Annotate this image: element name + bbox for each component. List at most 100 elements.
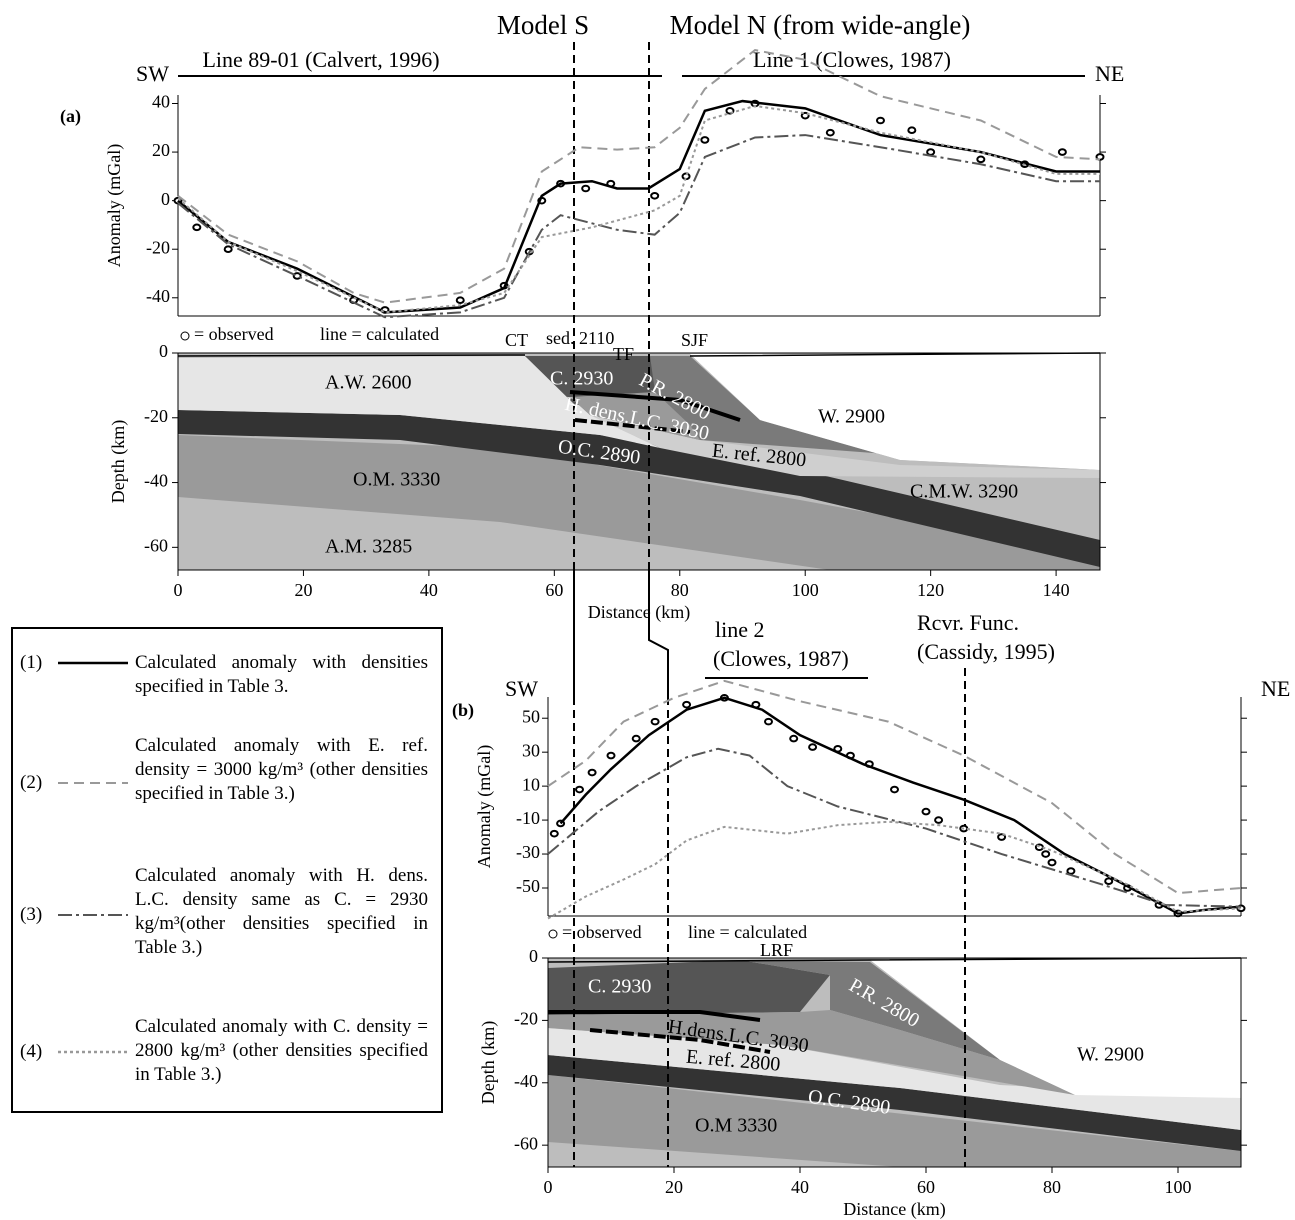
panel-label: (a) bbox=[60, 106, 81, 127]
model-n-label: Model N (from wide-angle) bbox=[670, 10, 971, 40]
y-axis-label: Anomaly (mGal) bbox=[474, 745, 495, 868]
x-tick-label: 60 bbox=[917, 1177, 935, 1197]
data-point bbox=[890, 785, 899, 794]
legend-marker bbox=[180, 331, 190, 341]
x-tick-label: 40 bbox=[791, 1177, 809, 1197]
x-tick-label: 120 bbox=[917, 580, 944, 600]
y-tick-label: 0 bbox=[529, 946, 538, 966]
legend-marker bbox=[548, 929, 558, 939]
legend-text: Calculated anomaly with densities specif… bbox=[135, 652, 428, 697]
layer-label: A.W. 2600 bbox=[325, 372, 411, 394]
series-line bbox=[177, 134, 1100, 319]
y-tick-label: -20 bbox=[144, 406, 168, 426]
y-tick-label: -30 bbox=[516, 842, 540, 862]
direction-label: SW bbox=[136, 61, 169, 86]
line-label: (Clowes, 1987) bbox=[713, 646, 849, 671]
legend-text: Calculated anomaly with H. dens. L.C. de… bbox=[135, 865, 428, 958]
model-lines bbox=[178, 42, 1085, 1167]
data-point bbox=[581, 184, 591, 193]
y-tick-label: -40 bbox=[146, 286, 170, 306]
y-tick-label: 20 bbox=[152, 140, 170, 160]
direction-label: NE bbox=[1095, 61, 1124, 86]
data-point bbox=[223, 245, 233, 254]
legend-label: = observed bbox=[562, 922, 642, 942]
legend-label: line = calculated bbox=[320, 324, 439, 344]
y-tick-label: -40 bbox=[144, 471, 168, 491]
data-point bbox=[549, 829, 559, 838]
data-point bbox=[682, 700, 692, 709]
model-s-label: Model S bbox=[497, 10, 589, 40]
y-tick-label: -50 bbox=[516, 876, 540, 896]
y-tick-label: -10 bbox=[516, 808, 540, 828]
fault-label: TF bbox=[613, 344, 634, 364]
direction-label: NE bbox=[1261, 676, 1290, 701]
data-point bbox=[700, 136, 710, 144]
data-point bbox=[192, 223, 202, 232]
layer-label: A.M. 3285 bbox=[325, 536, 412, 558]
line-label: Line 1 (Clowes, 1987) bbox=[753, 47, 951, 72]
y-tick-label: -60 bbox=[144, 535, 168, 555]
data-point bbox=[1041, 850, 1051, 858]
series-line bbox=[547, 820, 1242, 920]
section-b-layers bbox=[547, 957, 1242, 1168]
data-point bbox=[789, 734, 799, 743]
layer-label: W. 2900 bbox=[818, 406, 885, 428]
data-point bbox=[1057, 148, 1067, 156]
y-tick-label: 30 bbox=[522, 740, 540, 760]
layer-label: O.M. 3330 bbox=[353, 469, 440, 491]
data-point bbox=[934, 816, 944, 824]
legend-number: (2) bbox=[20, 772, 43, 793]
data-point bbox=[1047, 858, 1057, 867]
y-tick-label: 10 bbox=[522, 774, 540, 794]
data-point bbox=[764, 717, 773, 726]
y-tick-label: 0 bbox=[161, 189, 170, 209]
x-tick-label: 20 bbox=[294, 580, 312, 600]
series-line bbox=[177, 99, 1100, 314]
line-label: Line 89-01 (Calvert, 1996) bbox=[202, 47, 439, 72]
series-line bbox=[177, 49, 1101, 304]
x-tick-label: 0 bbox=[544, 1177, 553, 1197]
fault-label: SJF bbox=[681, 330, 708, 350]
data-point bbox=[926, 148, 936, 156]
layer-label: O.M 3330 bbox=[695, 1115, 777, 1137]
y-axis-label: Depth (km) bbox=[478, 1021, 499, 1104]
series-line bbox=[559, 696, 1242, 915]
line-label: Rcvr. Func. bbox=[917, 610, 1019, 635]
y-tick-label: -60 bbox=[514, 1133, 538, 1153]
y-axis-label: Depth (km) bbox=[108, 420, 129, 503]
y-tick-label: 40 bbox=[152, 92, 170, 112]
data-point bbox=[808, 743, 818, 751]
series-line bbox=[547, 747, 1242, 908]
direction-label: SW bbox=[505, 676, 538, 701]
panel-label: (b) bbox=[452, 700, 474, 721]
data-point bbox=[907, 126, 917, 135]
layer-label: C.M.W. 3290 bbox=[910, 481, 1018, 503]
data-point bbox=[587, 768, 597, 777]
x-tick-label: 0 bbox=[174, 580, 183, 600]
y-axis-label: Anomaly (mGal) bbox=[104, 144, 125, 267]
x-tick-label: 100 bbox=[792, 580, 819, 600]
x-tick-label: 100 bbox=[1165, 1177, 1192, 1197]
section-a-labels: A.W. 2600 C. 2930 P.R. 2800 H. dens.L.C.… bbox=[325, 328, 1018, 557]
y-tick-label: 0 bbox=[159, 341, 168, 361]
x-tick-label: 80 bbox=[1043, 1177, 1061, 1197]
layer-label: C. 2930 bbox=[588, 976, 651, 998]
data-point bbox=[631, 734, 641, 743]
x-axis-label: Distance (km) bbox=[843, 1199, 945, 1220]
data-point bbox=[921, 807, 931, 816]
x-tick-label: 40 bbox=[420, 580, 438, 600]
line-label: (Cassidy, 1995) bbox=[917, 639, 1055, 664]
x-tick-label: 20 bbox=[665, 1177, 683, 1197]
legend-box bbox=[11, 627, 443, 1113]
legend-number: (3) bbox=[20, 904, 43, 925]
data-point bbox=[825, 128, 835, 137]
data-point bbox=[997, 833, 1007, 841]
legend-number: (1) bbox=[20, 652, 43, 673]
y-tick-label: -20 bbox=[146, 237, 170, 257]
data-point bbox=[1066, 867, 1076, 875]
line-label: line 2 bbox=[715, 617, 765, 642]
section-a-layers bbox=[177, 352, 1101, 571]
legend-text: Calculated anomaly with E. ref. density … bbox=[135, 735, 428, 804]
